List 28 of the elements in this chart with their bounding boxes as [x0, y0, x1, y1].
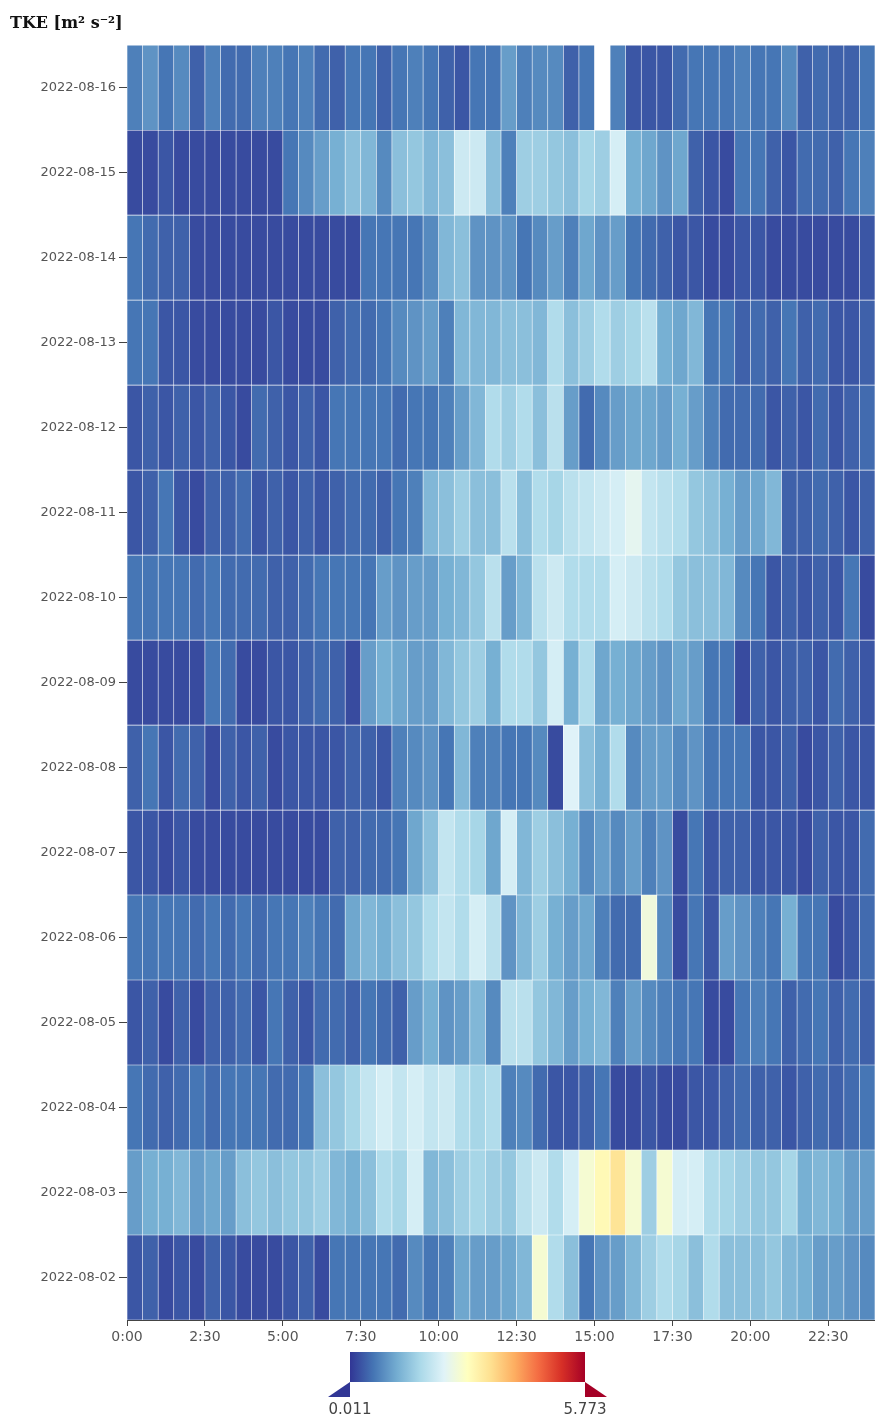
y-tick-label: 2022-08-16	[40, 79, 116, 95]
x-tick-label: 10:00	[418, 1328, 459, 1345]
y-tick-label: 2022-08-12	[40, 419, 116, 435]
y-tick-label: 2022-08-11	[40, 504, 116, 519]
x-tick-label: 12:30	[496, 1328, 537, 1345]
y-tick-label: 2022-08-07	[40, 843, 116, 859]
y-tick-label: 2022-08-05	[40, 1013, 116, 1029]
y-tick-label: 2022-08-10	[40, 588, 116, 604]
y-tick-label: 2022-08-06	[40, 928, 116, 944]
x-tick-label: 17:30	[652, 1328, 693, 1345]
y-tick-label: 2022-08-15	[40, 164, 116, 180]
x-tick-label: 5:00	[267, 1328, 299, 1345]
y-tick-label: 2022-08-09	[40, 673, 116, 689]
y-tick-label: 2022-08-02	[40, 1268, 116, 1284]
y-tick-label: 2022-08-04	[40, 1098, 116, 1114]
x-tick-label: 2:30	[189, 1328, 221, 1345]
x-tick-label: 22:30	[808, 1328, 849, 1345]
x-tick-label: 7:30	[345, 1328, 377, 1345]
color-bar-label: 5.773	[563, 1399, 607, 1418]
y-tick-label: 2022-08-13	[40, 334, 116, 350]
color-bar-label: 0.011	[328, 1399, 372, 1418]
y-tick-label: 2022-08-14	[40, 249, 116, 265]
x-tick-label: 15:00	[574, 1328, 615, 1345]
x-tick-label: 0:00	[111, 1328, 143, 1345]
chart-title: TKE [m² s⁻²]	[10, 12, 123, 32]
y-tick-label: 2022-08-08	[40, 758, 116, 774]
y-tick-label: 2022-08-03	[40, 1183, 116, 1199]
x-tick-label: 20:00	[730, 1328, 771, 1345]
